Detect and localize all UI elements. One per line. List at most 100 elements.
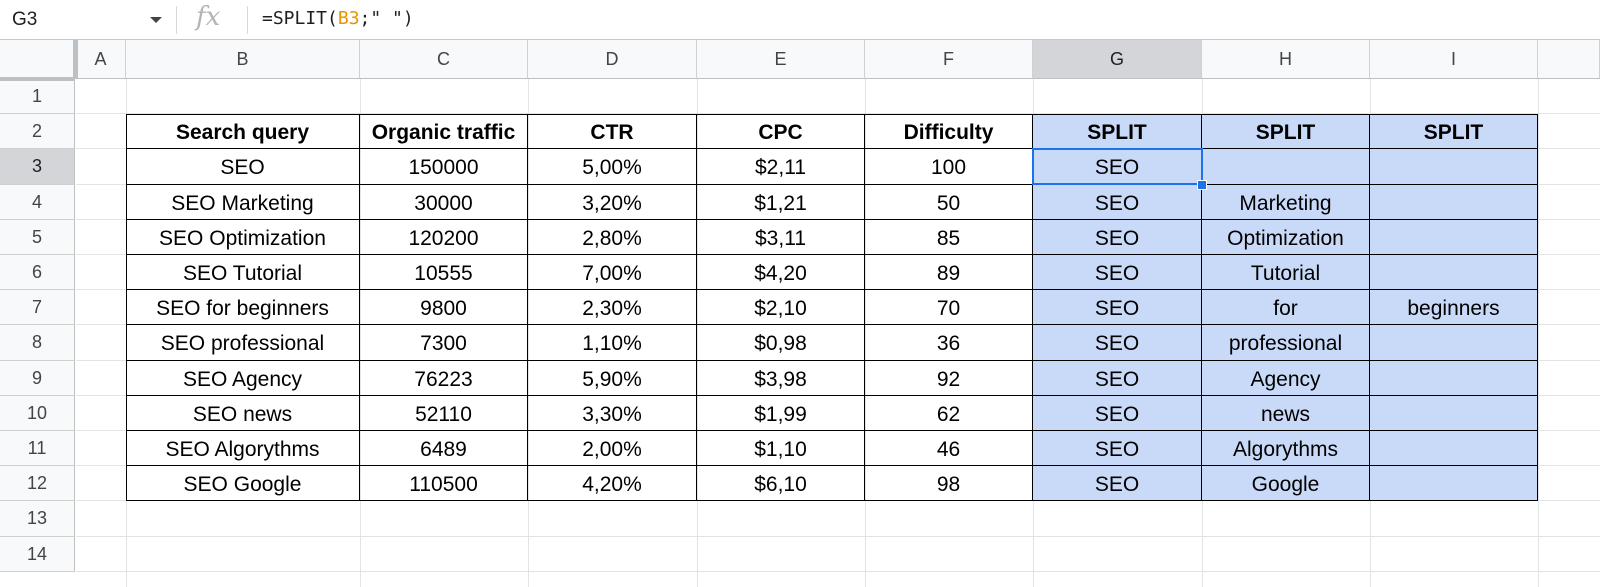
row-header-8[interactable]: 8 xyxy=(0,325,75,361)
table-cell[interactable]: SEO Marketing xyxy=(126,184,360,220)
table-cell[interactable]: SEO xyxy=(1033,360,1202,396)
row-header-9[interactable]: 9 xyxy=(0,360,75,396)
table-cell[interactable]: 70 xyxy=(865,290,1033,326)
table-cell[interactable]: Marketing xyxy=(1202,184,1370,220)
column-header-d[interactable]: D xyxy=(528,40,697,79)
table-cell[interactable]: Optimization xyxy=(1202,219,1370,255)
table-cell[interactable]: for xyxy=(1202,290,1370,326)
column-header-a[interactable]: A xyxy=(76,40,126,79)
row-header-2[interactable]: 2 xyxy=(0,114,75,150)
table-header-cell[interactable]: SPLIT xyxy=(1202,114,1370,150)
table-cell[interactable]: 7300 xyxy=(360,325,528,361)
table-cell[interactable] xyxy=(1370,360,1538,396)
table-cell[interactable]: $3,11 xyxy=(697,219,865,255)
table-cell[interactable]: 98 xyxy=(865,466,1033,502)
row-header-6[interactable]: 6 xyxy=(0,255,75,291)
row-header-12[interactable]: 12 xyxy=(0,466,75,502)
table-cell[interactable]: 46 xyxy=(865,431,1033,467)
frozen-column-bar[interactable] xyxy=(73,40,78,79)
column-header-f[interactable]: F xyxy=(865,40,1033,79)
table-cell[interactable]: 2,30% xyxy=(528,290,697,326)
table-cell[interactable]: 3,30% xyxy=(528,395,697,431)
column-header-e[interactable]: E xyxy=(697,40,865,79)
table-cell[interactable]: Algorythms xyxy=(1202,431,1370,467)
table-cell[interactable]: 6489 xyxy=(360,431,528,467)
row-header-1[interactable]: 1 xyxy=(0,79,75,115)
table-cell[interactable] xyxy=(1202,149,1370,185)
table-cell[interactable]: 2,00% xyxy=(528,431,697,467)
table-header-cell[interactable]: CPC xyxy=(697,114,865,150)
table-cell[interactable]: SEO xyxy=(1033,219,1202,255)
table-cell[interactable]: 76223 xyxy=(360,360,528,396)
table-cell[interactable]: professional xyxy=(1202,325,1370,361)
table-cell[interactable]: 5,00% xyxy=(528,149,697,185)
table-cell[interactable]: 110500 xyxy=(360,466,528,502)
table-cell[interactable]: $4,20 xyxy=(697,255,865,291)
table-cell[interactable]: 7,00% xyxy=(528,255,697,291)
table-cell[interactable]: $1,99 xyxy=(697,395,865,431)
table-cell[interactable] xyxy=(1370,431,1538,467)
table-cell[interactable]: 50 xyxy=(865,184,1033,220)
column-header-h[interactable]: H xyxy=(1202,40,1370,79)
row-header-5[interactable]: 5 xyxy=(0,219,75,255)
table-header-cell[interactable]: Search query xyxy=(126,114,360,150)
spreadsheet-grid[interactable]: A B C D E F G H I 1 2 3 4 5 6 7 8 9 10 11 12 13 14 Search query… xyxy=(0,40,1600,587)
table-cell[interactable] xyxy=(1370,184,1538,220)
table-header-cell[interactable]: SPLIT xyxy=(1033,114,1202,150)
table-cell[interactable]: 89 xyxy=(865,255,1033,291)
table-cell[interactable]: Agency xyxy=(1202,360,1370,396)
table-cell[interactable]: SEO xyxy=(1033,431,1202,467)
row-header-3[interactable]: 3 xyxy=(0,149,75,185)
table-cell[interactable]: 100 xyxy=(865,149,1033,185)
table-cell[interactable]: SEO xyxy=(1033,466,1202,502)
table-cell[interactable]: SEO xyxy=(1033,255,1202,291)
table-cell[interactable]: $2,10 xyxy=(697,290,865,326)
table-cell[interactable]: SEO Algorythms xyxy=(126,431,360,467)
row-header-14[interactable]: 14 xyxy=(0,536,75,572)
row-header-10[interactable]: 10 xyxy=(0,395,75,431)
table-cell[interactable]: 1,10% xyxy=(528,325,697,361)
table-cell[interactable]: 150000 xyxy=(360,149,528,185)
table-cell[interactable]: $1,21 xyxy=(697,184,865,220)
table-cell[interactable]: 4,20% xyxy=(528,466,697,502)
table-header-cell[interactable]: SPLIT xyxy=(1370,114,1538,150)
table-cell[interactable]: 30000 xyxy=(360,184,528,220)
table-cell[interactable]: SEO xyxy=(1033,184,1202,220)
column-header-g[interactable]: G xyxy=(1033,40,1202,79)
table-cell[interactable]: 9800 xyxy=(360,290,528,326)
row-header-4[interactable]: 4 xyxy=(0,184,75,220)
table-cell[interactable]: 120200 xyxy=(360,219,528,255)
table-cell[interactable]: beginners xyxy=(1370,290,1538,326)
table-cell[interactable]: $0,98 xyxy=(697,325,865,361)
table-cell[interactable] xyxy=(1370,219,1538,255)
table-cell[interactable]: SEO Agency xyxy=(126,360,360,396)
column-header-i[interactable]: I xyxy=(1370,40,1538,79)
table-cell[interactable] xyxy=(1370,149,1538,185)
fill-handle[interactable] xyxy=(1197,179,1207,190)
table-cell[interactable]: SEO xyxy=(1033,395,1202,431)
table-cell[interactable]: 85 xyxy=(865,219,1033,255)
column-header-c[interactable]: C xyxy=(360,40,528,79)
table-cell[interactable]: $2,11 xyxy=(697,149,865,185)
table-cell[interactable]: SEO xyxy=(1033,290,1202,326)
table-header-cell[interactable]: Organic traffic xyxy=(360,114,528,150)
table-cell[interactable]: $3,98 xyxy=(697,360,865,396)
table-header-cell[interactable]: Difficulty xyxy=(865,114,1033,150)
select-all-corner[interactable] xyxy=(0,40,75,79)
name-box[interactable]: G3 xyxy=(0,0,168,39)
table-cell[interactable] xyxy=(1370,395,1538,431)
table-cell[interactable]: 5,90% xyxy=(528,360,697,396)
table-cell[interactable] xyxy=(1370,255,1538,291)
row-header-7[interactable]: 7 xyxy=(0,290,75,326)
table-cell[interactable]: SEO news xyxy=(126,395,360,431)
column-header-b[interactable]: B xyxy=(126,40,360,79)
table-cell[interactable]: SEO xyxy=(1033,325,1202,361)
table-cell[interactable]: $6,10 xyxy=(697,466,865,502)
table-cell[interactable]: news xyxy=(1202,395,1370,431)
table-cell[interactable] xyxy=(1370,466,1538,502)
table-cell[interactable]: 3,20% xyxy=(528,184,697,220)
table-cell[interactable]: $1,10 xyxy=(697,431,865,467)
table-header-cell[interactable]: CTR xyxy=(528,114,697,150)
table-cell[interactable]: 62 xyxy=(865,395,1033,431)
table-cell[interactable]: 10555 xyxy=(360,255,528,291)
